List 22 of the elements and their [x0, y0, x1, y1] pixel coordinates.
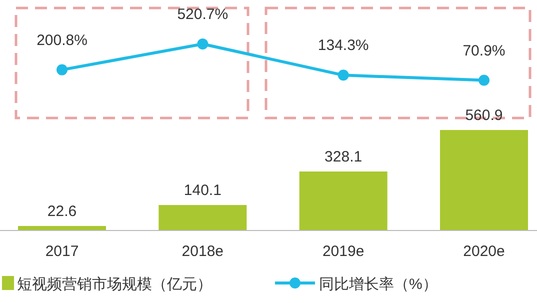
data-label: 520.7%: [177, 6, 228, 23]
x-tick-label: 2018e: [182, 243, 224, 260]
data-label: 560.9: [465, 107, 503, 124]
x-tick-label: 2020e: [463, 243, 505, 260]
data-label: 70.9%: [462, 42, 506, 60]
bar: [158, 205, 247, 230]
legend-label: 同比增长率（%）: [319, 276, 438, 293]
x-tick-label: 2017: [45, 243, 79, 260]
data-label: 328.1: [324, 148, 362, 166]
point: [197, 38, 208, 50]
bar: [299, 172, 388, 230]
point: [56, 64, 68, 76]
point: [478, 74, 490, 86]
data-label: 140.1: [184, 182, 222, 200]
legend-label: 短视频营销市场规模（亿元）: [17, 276, 212, 293]
point: [338, 70, 349, 81]
x-tick-label: 2019e: [322, 243, 364, 260]
data-label: 200.8%: [36, 32, 88, 49]
data-label: 134.3%: [318, 37, 369, 54]
data-label: 22.6: [47, 202, 77, 220]
bar: [18, 226, 106, 230]
bar: [440, 130, 528, 230]
